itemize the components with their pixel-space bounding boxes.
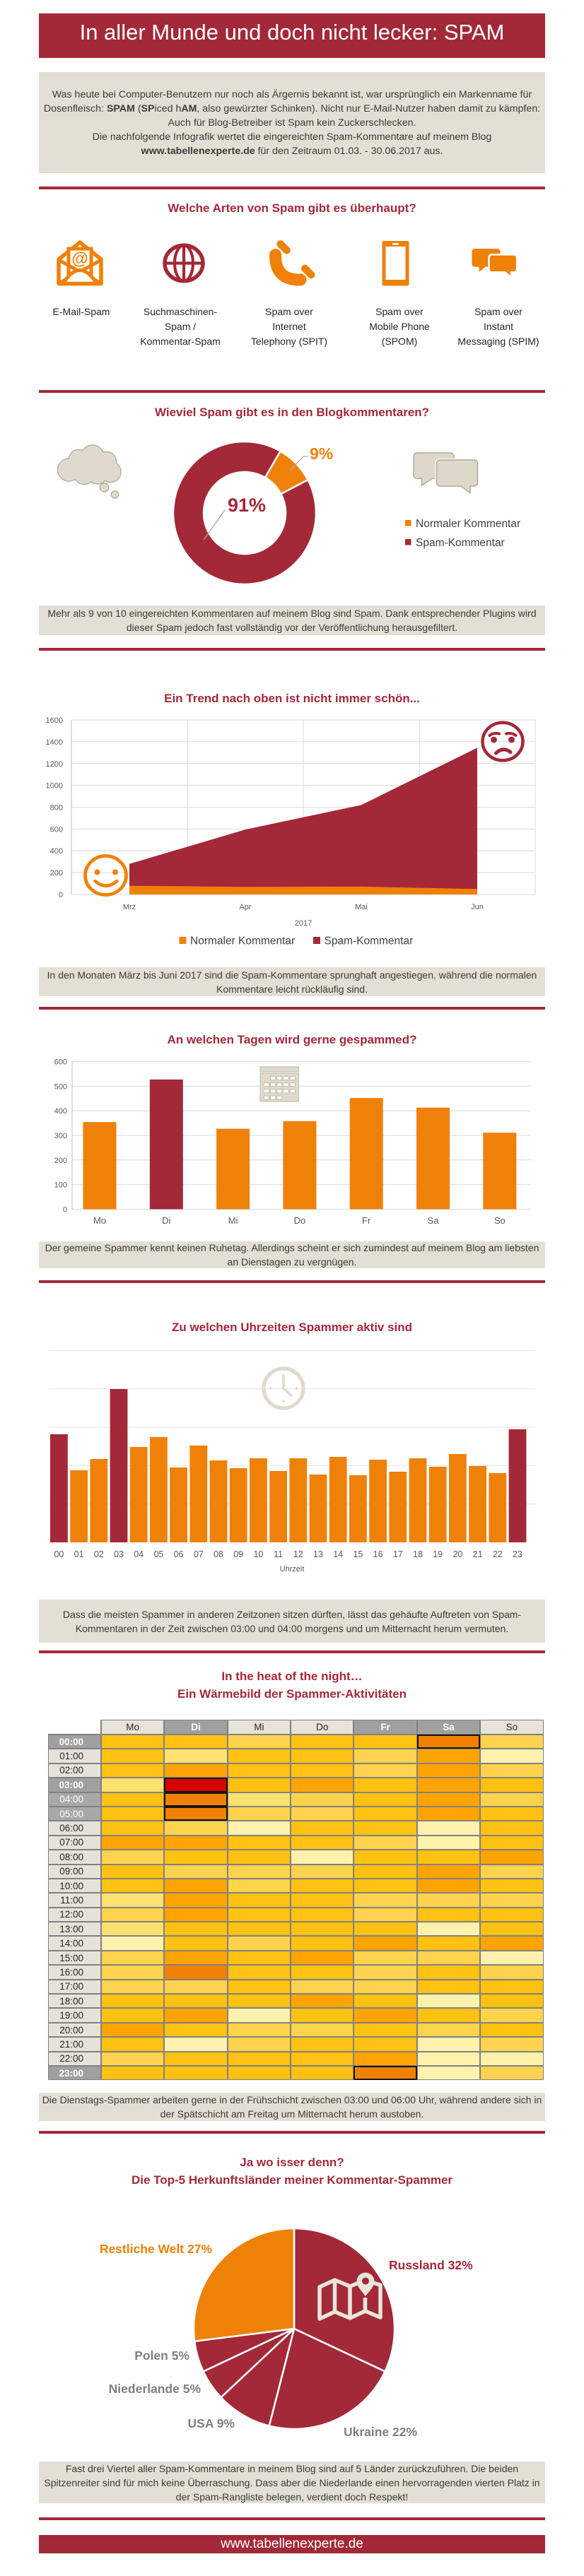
svg-text:800: 800 bbox=[50, 804, 63, 813]
svg-text:Restliche Welt 27%: Restliche Welt 27% bbox=[100, 2242, 213, 2256]
svg-text:00: 00 bbox=[54, 1549, 64, 1559]
svg-text:91%: 91% bbox=[228, 495, 266, 516]
svg-text:Mai: Mai bbox=[355, 903, 368, 911]
svg-text:10: 10 bbox=[253, 1549, 263, 1559]
svg-text:19: 19 bbox=[433, 1549, 443, 1559]
svg-text:17: 17 bbox=[393, 1549, 403, 1559]
svg-text:1400: 1400 bbox=[46, 738, 63, 747]
svg-text:USA 9%: USA 9% bbox=[188, 2416, 235, 2430]
svg-text:@: @ bbox=[71, 249, 88, 268]
svg-text:14: 14 bbox=[333, 1549, 343, 1559]
svg-text:200: 200 bbox=[54, 1157, 67, 1165]
svg-text:Do: Do bbox=[294, 1215, 306, 1226]
svg-text:Mo: Mo bbox=[93, 1215, 106, 1226]
svg-text:Mrz: Mrz bbox=[123, 903, 136, 911]
svg-text:Russland 32%: Russland 32% bbox=[389, 2258, 473, 2272]
svg-text:So: So bbox=[494, 1215, 506, 1226]
svg-text:23: 23 bbox=[513, 1549, 522, 1559]
svg-text:Polen 5%: Polen 5% bbox=[134, 2348, 189, 2363]
svg-text:Normaler Kommentar: Normaler Kommentar bbox=[190, 935, 295, 947]
svg-text:11: 11 bbox=[274, 1549, 283, 1559]
svg-text:600: 600 bbox=[54, 1058, 67, 1067]
svg-text:09: 09 bbox=[233, 1549, 243, 1559]
svg-text:03: 03 bbox=[114, 1549, 124, 1559]
svg-text:1000: 1000 bbox=[46, 782, 63, 791]
svg-text:22: 22 bbox=[493, 1549, 503, 1559]
svg-text:06: 06 bbox=[174, 1549, 184, 1559]
svg-text:18: 18 bbox=[413, 1549, 423, 1559]
svg-text:08: 08 bbox=[214, 1549, 223, 1559]
svg-text:Jun: Jun bbox=[471, 903, 484, 911]
svg-text:Sa: Sa bbox=[428, 1215, 440, 1226]
svg-text:Spam-Kommentar: Spam-Kommentar bbox=[325, 935, 414, 947]
svg-text:9%: 9% bbox=[310, 444, 333, 463]
svg-text:Ukraine 22%: Ukraine 22% bbox=[344, 2425, 418, 2439]
svg-text:21: 21 bbox=[473, 1549, 483, 1559]
svg-text:20: 20 bbox=[452, 1549, 462, 1559]
svg-text:100: 100 bbox=[54, 1181, 67, 1190]
svg-text:Niederlande 5%: Niederlande 5% bbox=[109, 2382, 202, 2396]
svg-text:07: 07 bbox=[194, 1549, 204, 1559]
svg-text:Uhrzeit: Uhrzeit bbox=[280, 1565, 305, 1573]
svg-text:Normaler Kommentar: Normaler Kommentar bbox=[416, 518, 520, 530]
svg-text:0: 0 bbox=[63, 1206, 67, 1215]
svg-text:Spam-Kommentar: Spam-Kommentar bbox=[416, 537, 505, 549]
svg-text:300: 300 bbox=[54, 1132, 67, 1140]
svg-text:400: 400 bbox=[54, 1107, 67, 1116]
svg-text:0: 0 bbox=[59, 891, 63, 899]
svg-text:Apr: Apr bbox=[239, 903, 251, 911]
svg-text:13: 13 bbox=[313, 1549, 323, 1559]
svg-text:12: 12 bbox=[293, 1549, 303, 1559]
svg-text:Fr: Fr bbox=[362, 1215, 371, 1226]
svg-text:04: 04 bbox=[134, 1549, 144, 1559]
svg-text:15: 15 bbox=[353, 1549, 363, 1559]
svg-text:Mi: Mi bbox=[228, 1215, 238, 1226]
svg-text:16: 16 bbox=[373, 1549, 383, 1559]
svg-text:05: 05 bbox=[153, 1549, 163, 1559]
svg-text:2017: 2017 bbox=[295, 919, 312, 928]
svg-text:200: 200 bbox=[50, 869, 63, 878]
svg-text:1600: 1600 bbox=[46, 716, 63, 725]
svg-text:1200: 1200 bbox=[46, 760, 63, 769]
svg-text:600: 600 bbox=[50, 825, 63, 834]
svg-text:01: 01 bbox=[74, 1549, 84, 1559]
svg-text:500: 500 bbox=[54, 1082, 67, 1091]
svg-text:400: 400 bbox=[50, 847, 63, 856]
svg-text:Di: Di bbox=[162, 1215, 170, 1226]
svg-text:02: 02 bbox=[94, 1549, 104, 1559]
